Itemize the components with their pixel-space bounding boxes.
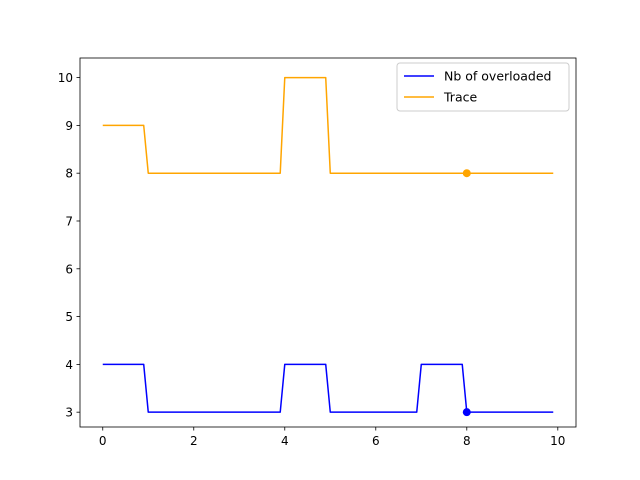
y-tick-label: 7 xyxy=(65,214,73,228)
y-tick-label: 6 xyxy=(65,262,73,276)
series-marker-trace xyxy=(462,169,471,178)
y-tick-label: 10 xyxy=(58,71,73,85)
y-axis: 3 4 5 6 7 8 9 10 xyxy=(58,71,80,420)
y-tick-label: 5 xyxy=(65,310,73,324)
series-line-nb-of-overloaded xyxy=(102,363,554,413)
y-tick-label: 8 xyxy=(65,167,73,181)
x-tick-label: 6 xyxy=(372,434,380,448)
legend-box xyxy=(396,62,570,112)
series-layer xyxy=(102,76,554,417)
legend-label-nb-of-overloaded: Nb of overloaded xyxy=(444,69,552,84)
x-tick-label: 0 xyxy=(99,434,107,448)
x-tick-label: 4 xyxy=(281,434,289,448)
legend-label-trace: Trace xyxy=(443,90,477,105)
series-marker-nb-of-overloaded xyxy=(462,408,471,417)
x-tick-label: 10 xyxy=(550,434,565,448)
y-tick-label: 4 xyxy=(65,358,73,372)
y-tick-label: 9 xyxy=(65,119,73,133)
x-tick-label: 8 xyxy=(463,434,471,448)
legend: Nb of overloaded Trace xyxy=(396,62,570,112)
y-tick-label: 3 xyxy=(65,406,73,420)
series-line-trace xyxy=(102,76,554,174)
x-axis: 0 2 4 6 8 10 xyxy=(99,427,565,448)
x-tick-label: 2 xyxy=(190,434,198,448)
plot-frame xyxy=(79,57,577,428)
